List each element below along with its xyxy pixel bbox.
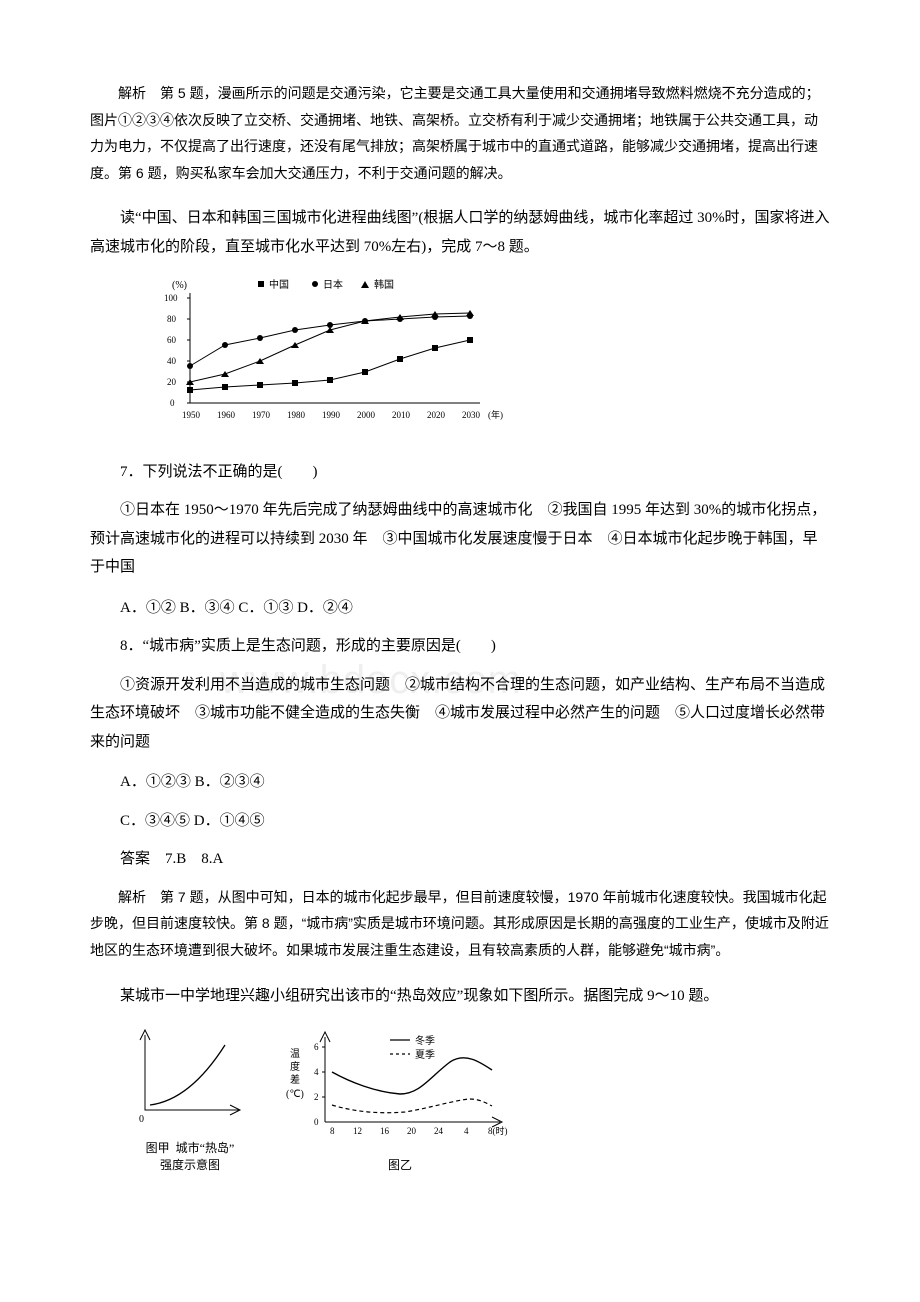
answer-7-8: 答案 7.B 8.A xyxy=(90,845,830,874)
svg-text:40: 40 xyxy=(167,356,177,366)
svg-text:1980: 1980 xyxy=(287,410,306,420)
svg-text:差: 差 xyxy=(290,1073,300,1086)
svg-text:20: 20 xyxy=(167,377,177,387)
analysis-q5-q6: 解析 第 5 题，漫画所示的问题是交通污染，它主要是交通工具大量使用和交通拥堵导… xyxy=(90,80,830,186)
q8-stem: 8．“城市病”实质上是生态问题，形成的主要原因是( ) xyxy=(90,632,830,661)
svg-text:2010: 2010 xyxy=(392,410,411,420)
svg-text:12: 12 xyxy=(353,1126,362,1136)
svg-text:温: 温 xyxy=(290,1048,300,1060)
svg-text:20: 20 xyxy=(407,1126,417,1136)
right-legend: 冬季 夏季 xyxy=(390,1034,435,1061)
svg-text:1950: 1950 xyxy=(182,410,201,420)
chart-legend: 中国 日本 韩国 xyxy=(258,278,394,291)
svg-text:(℃): (℃) xyxy=(286,1089,304,1100)
analysis-q7-q8: 解析 第 7 题，从图中可知，日本的城市化起步最早，但目前速度较慢，1970 年… xyxy=(90,884,830,964)
chart-910-right: 温 度 差 (℃) 0 2 4 6 8 12 16 20 24 xyxy=(280,1022,520,1173)
svg-text:8: 8 xyxy=(330,1126,335,1136)
y-ticks: 0 20 40 60 80 100 xyxy=(164,293,190,408)
svg-text:0: 0 xyxy=(170,398,175,408)
series-japan xyxy=(187,313,473,369)
svg-text:80: 80 xyxy=(167,314,177,324)
svg-text:2020: 2020 xyxy=(427,410,446,420)
svg-text:4: 4 xyxy=(464,1126,469,1136)
caption-left: 图甲 城市“热岛”强度示意图 xyxy=(130,1140,250,1174)
svg-text:2030: 2030 xyxy=(462,410,481,420)
chart-heat-island: 0 图甲 城市“热岛”强度示意图 温 度 差 (℃) 0 2 xyxy=(130,1022,830,1173)
right-x-ticks: 8 12 16 20 24 4 8(时) xyxy=(330,1125,508,1136)
svg-text:0: 0 xyxy=(139,1114,144,1125)
series-korea xyxy=(186,310,474,385)
caption-right: 图乙 xyxy=(280,1157,520,1174)
intro-q9-10: 某城市一中学地理兴趣小组研究出该市的“热岛效应”现象如下图所示。据图完成 9～1… xyxy=(90,982,830,1011)
q8-options-1: A．①②③ B．②③④ xyxy=(90,768,830,797)
svg-text:16: 16 xyxy=(380,1126,390,1136)
svg-text:2000: 2000 xyxy=(357,410,376,420)
q8-options-2: C．③④⑤ D．①④⑤ xyxy=(90,807,830,836)
svg-text:韩国: 韩国 xyxy=(374,278,394,291)
svg-text:0: 0 xyxy=(314,1117,319,1127)
chart-910-left: 0 图甲 城市“热岛”强度示意图 xyxy=(130,1025,250,1173)
svg-text:冬季: 冬季 xyxy=(415,1034,435,1047)
q7-stem: 7．下列说法不正确的是( ) xyxy=(90,458,830,487)
right-y-ticks: 0 2 4 6 xyxy=(314,1042,325,1127)
svg-text:1960: 1960 xyxy=(217,410,236,420)
q8-body: ①资源开发利用不当造成的城市生态问题 ②城市结构不合理的生态问题，如产业结构、生… xyxy=(90,671,830,757)
svg-text:1990: 1990 xyxy=(322,410,341,420)
svg-text:6: 6 xyxy=(314,1042,319,1052)
svg-text:日本: 日本 xyxy=(323,278,343,291)
svg-text:2: 2 xyxy=(314,1092,319,1102)
series-china xyxy=(187,337,473,393)
svg-text:1970: 1970 xyxy=(252,410,271,420)
svg-text:60: 60 xyxy=(167,335,177,345)
svg-text:夏季: 夏季 xyxy=(415,1049,435,1061)
q7-options: A．①② B．③④ C．①③ D．②④ xyxy=(90,594,830,623)
svg-text:中国: 中国 xyxy=(269,278,289,291)
intro-q7-8: 读“中国、日本和韩国三国城市化进程曲线图”(根据人口学的纳瑟姆曲线，城市化率超过… xyxy=(90,204,830,261)
svg-text:8(时): 8(时) xyxy=(488,1125,508,1136)
svg-text:100: 100 xyxy=(164,293,178,303)
q7-body: ①日本在 1950～1970 年先后完成了纳瑟姆曲线中的高速城市化 ②我国自 1… xyxy=(90,496,830,582)
chart-urbanization: (%) 0 20 40 60 80 100 1950 1960 1970 198… xyxy=(150,273,830,444)
x-ticks: 1950 1960 1970 1980 1990 2000 2010 2020 … xyxy=(182,409,503,420)
y-unit-label: (%) xyxy=(172,280,187,291)
svg-text:度: 度 xyxy=(290,1060,300,1073)
svg-text:(年): (年) xyxy=(488,409,503,420)
svg-text:4: 4 xyxy=(314,1067,319,1077)
svg-text:24: 24 xyxy=(434,1126,444,1136)
